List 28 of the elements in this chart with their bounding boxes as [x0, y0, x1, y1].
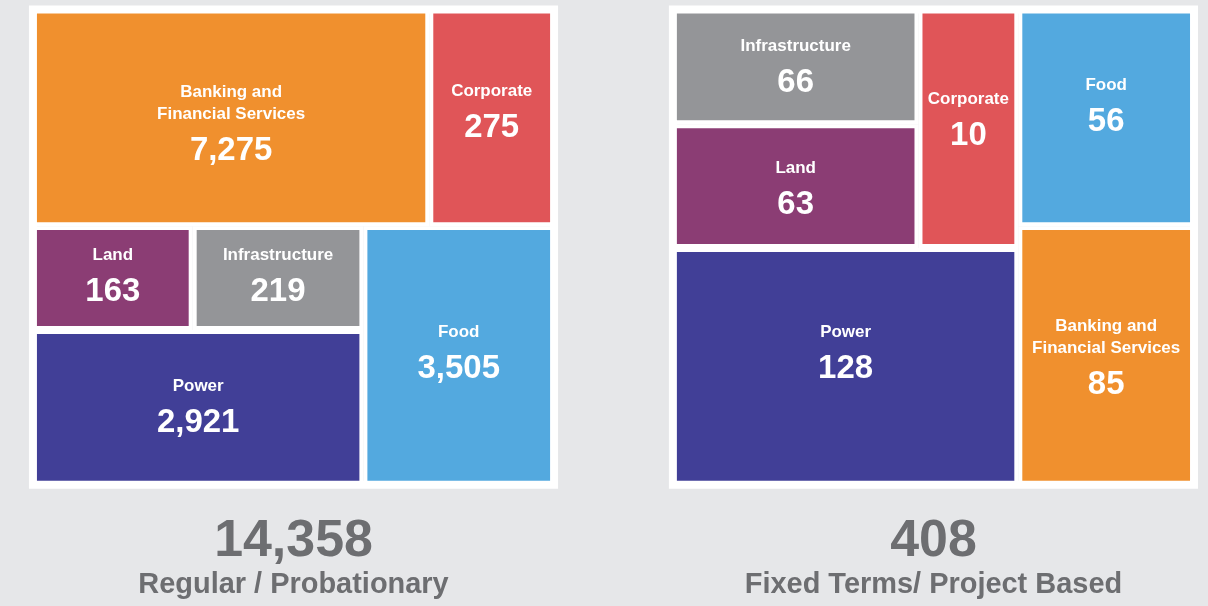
category-label: Corporate — [451, 81, 533, 101]
data-label: 56 — [1087, 101, 1125, 139]
category-label: Infrastructure — [740, 36, 851, 56]
category-label: Land — [775, 158, 816, 178]
data-label: 163 — [85, 271, 141, 309]
data-label: 128 — [818, 347, 874, 385]
text: Regular / Probationary — [138, 566, 449, 599]
data-label: 10 — [950, 115, 987, 153]
category-label: Power — [172, 375, 225, 395]
text: 408 — [890, 508, 977, 567]
category-label: Food — [1085, 75, 1127, 95]
text: Fixed Terms/ Project Based — [744, 566, 1123, 599]
data-label: 3,505 — [417, 347, 500, 385]
data-label: 85 — [1087, 363, 1125, 401]
category-label: Corporate — [927, 89, 1009, 109]
category-label: Power — [820, 321, 872, 341]
data-label: 2,921 — [156, 401, 240, 439]
data-label: 63 — [777, 184, 814, 222]
data-label: 66 — [777, 62, 814, 100]
category-label: Banking and Financial Services — [157, 82, 306, 124]
text: 14,358 — [214, 508, 373, 567]
data-label: 275 — [464, 107, 520, 145]
category-label: Infrastructure — [222, 245, 334, 265]
category-label: Food — [438, 321, 480, 341]
category-label: Land — [92, 245, 134, 265]
data-label: 219 — [250, 271, 306, 309]
category-label: Banking and Financial Services — [1032, 315, 1181, 357]
data-label: 7,275 — [189, 130, 273, 168]
